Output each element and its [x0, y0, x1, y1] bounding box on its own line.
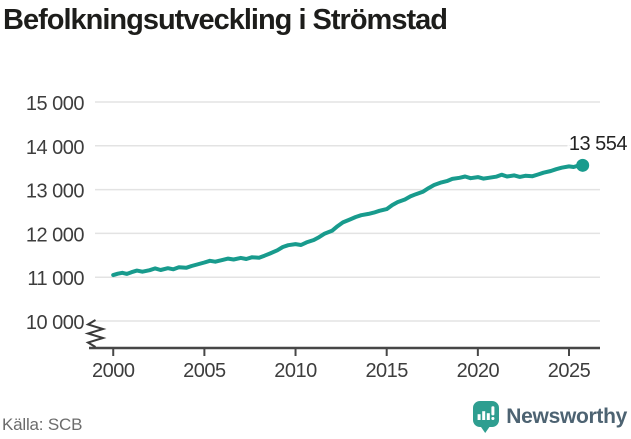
x-axis-tick-label: 2025 — [548, 360, 591, 382]
y-axis-tick-label: 14 000 — [26, 137, 85, 159]
source-note: Källa: SCB — [2, 415, 83, 434]
newsworthy-wordmark: Newsworthy — [506, 405, 627, 428]
y-axis-tick-label: 10 000 — [26, 312, 85, 334]
chart-title: Befolkningsutveckling i Strömstad — [3, 4, 448, 36]
population-series-line — [111, 163, 585, 278]
y-axis-tick-label: 15 000 — [26, 93, 85, 115]
x-axis-tick-label: 2015 — [365, 360, 408, 382]
series-end-dot — [576, 158, 590, 172]
y-axis-break-icon — [84, 319, 107, 348]
newsworthy-logo[interactable]: Newsworthy — [473, 401, 627, 433]
x-axis-tick-label: 2020 — [457, 360, 500, 382]
y-axis-tick-label: 12 000 — [26, 224, 85, 246]
y-axis-tick-label: 13 000 — [26, 181, 85, 203]
end-value-label: 13 554 — [569, 133, 628, 155]
x-axis-tick-label: 2005 — [183, 360, 226, 382]
newsworthy-bubble-chart-icon — [473, 401, 500, 433]
x-axis-tick-label: 2010 — [274, 360, 317, 382]
x-axis-tick-label: 2000 — [92, 360, 135, 382]
y-axis-tick-label: 11 000 — [27, 268, 84, 290]
